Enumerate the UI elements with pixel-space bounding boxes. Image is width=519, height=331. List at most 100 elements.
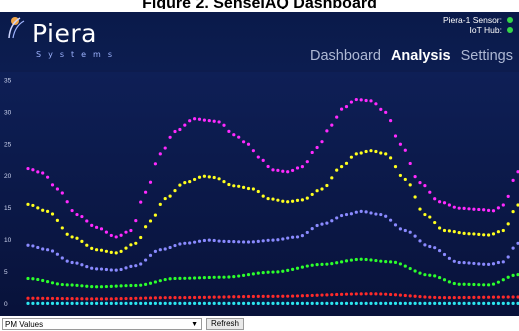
data-point: [349, 212, 353, 216]
refresh-button[interactable]: Refresh: [206, 318, 244, 330]
figure-title: Figure 2. SenseIAQ Dashboard: [142, 0, 377, 9]
data-point: [398, 293, 402, 297]
data-point: [148, 180, 153, 184]
data-point: [222, 295, 226, 299]
series-pm10: [26, 209, 519, 272]
data-point: [55, 301, 60, 305]
data-point: [99, 227, 104, 231]
data-point: [477, 295, 481, 299]
data-point: [482, 283, 486, 287]
data-point: [129, 228, 133, 233]
data-point: [251, 240, 255, 244]
data-point: [36, 206, 40, 210]
data-point: [95, 225, 99, 229]
data-point: [374, 102, 378, 106]
data-point: [452, 205, 456, 209]
data-point: [462, 282, 466, 286]
data-point: [95, 248, 99, 252]
data-point: [349, 292, 353, 296]
data-point: [359, 301, 363, 305]
data-point: [90, 266, 94, 270]
data-point: [237, 295, 241, 299]
data-point: [496, 260, 500, 265]
data-point: [266, 294, 270, 298]
data-point: [300, 198, 304, 202]
data-point: [271, 197, 275, 201]
data-point: [75, 212, 79, 217]
data-point: [487, 262, 491, 266]
data-point: [472, 207, 476, 211]
data-point: [65, 301, 69, 305]
data-point: [291, 235, 295, 239]
data-point: [85, 301, 89, 305]
data-point: [41, 278, 45, 283]
data-point: [408, 183, 412, 187]
data-point: [447, 280, 451, 284]
data-point: [305, 230, 309, 235]
data-point: [472, 282, 476, 287]
data-point: [134, 283, 138, 288]
data-point: [124, 230, 128, 234]
data-point: [320, 140, 324, 144]
data-point: [251, 272, 255, 276]
data-point: [364, 149, 368, 154]
data-point: [482, 295, 486, 299]
data-point: [501, 228, 505, 233]
data-point: [457, 301, 461, 305]
y-tick-label: 15: [4, 205, 12, 212]
data-point: [310, 227, 314, 231]
data-point: [369, 301, 373, 305]
data-point: [408, 294, 412, 298]
data-point: [139, 296, 143, 300]
data-point: [457, 295, 461, 300]
data-point: [246, 301, 251, 305]
data-point: [482, 208, 486, 212]
data-point: [305, 301, 309, 305]
data-point: [114, 268, 118, 272]
data-point: [65, 283, 69, 287]
data-point: [457, 282, 461, 286]
data-point: [158, 152, 162, 156]
bottom-toolbar: PM Values ▼ Refresh: [0, 318, 519, 331]
data-point: [418, 295, 422, 299]
data-point: [109, 233, 113, 238]
data-point: [413, 175, 417, 179]
data-point: [325, 301, 329, 305]
data-point: [36, 301, 40, 305]
data-point: [256, 239, 260, 243]
data-point: [153, 162, 157, 166]
data-point: [246, 240, 251, 244]
data-point: [183, 241, 187, 245]
data-point: [320, 293, 324, 297]
y-tick-label: 0: [4, 301, 8, 308]
data-point: [447, 203, 451, 207]
data-point: [482, 233, 486, 237]
tab-analysis[interactable]: Analysis: [390, 48, 451, 64]
metric-select[interactable]: PM Values ▼: [2, 318, 202, 330]
data-point: [349, 258, 353, 262]
y-tick-label: 10: [4, 237, 12, 244]
data-point: [354, 257, 358, 262]
data-point: [393, 260, 398, 265]
data-point: [119, 249, 123, 253]
data-point: [403, 228, 407, 233]
data-point: [364, 210, 368, 214]
data-point: [286, 170, 290, 174]
data-point: [26, 166, 30, 171]
tab-dashboard[interactable]: Dashboard: [310, 48, 381, 64]
tab-settings[interactable]: Settings: [460, 48, 513, 64]
data-point: [153, 280, 157, 284]
data-point: [46, 301, 50, 305]
data-point: [276, 301, 280, 305]
data-point: [256, 271, 260, 275]
data-point: [496, 206, 500, 210]
data-point: [193, 177, 197, 182]
data-point: [447, 229, 451, 233]
data-point: [344, 105, 349, 109]
data-point: [501, 295, 505, 299]
data-point: [75, 236, 79, 240]
data-point: [70, 235, 74, 239]
data-point: [403, 177, 407, 182]
data-point: [408, 301, 412, 305]
data-point: [452, 281, 456, 286]
